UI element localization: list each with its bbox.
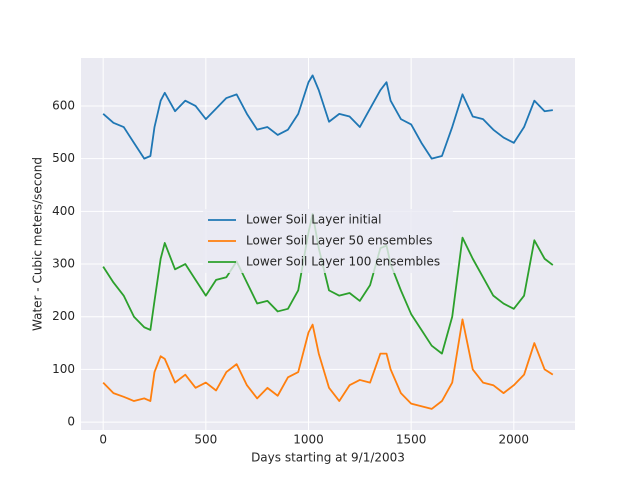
x-tick-label: 500: [194, 433, 217, 447]
y-tick-label: 400: [52, 204, 75, 218]
y-tick-label: 300: [52, 257, 75, 271]
x-tick-label: 1500: [396, 433, 427, 447]
y-axis-label: Water - Cubic meters/second: [31, 157, 45, 331]
data-line: [102, 74, 553, 160]
legend-box: [203, 209, 453, 273]
y-tick-label: 200: [52, 309, 75, 323]
y-tick-label: 500: [52, 151, 75, 165]
legend-label: Lower Soil Layer 100 ensembles: [246, 255, 440, 269]
legend-label: Lower Soil Layer 50 ensembles: [246, 234, 432, 248]
data-line: [102, 318, 554, 410]
y-tick-label: 600: [52, 98, 75, 112]
x-tick-label: 0: [99, 433, 107, 447]
x-tick-label: 2000: [499, 433, 530, 447]
y-tick-label: 100: [52, 362, 75, 376]
y-tick-label: 0: [67, 415, 75, 429]
x-axis-label: Days starting at 9/1/2003: [251, 451, 405, 465]
x-tick-label: 1000: [293, 433, 324, 447]
legend-label: Lower Soil Layer initial: [246, 213, 381, 227]
